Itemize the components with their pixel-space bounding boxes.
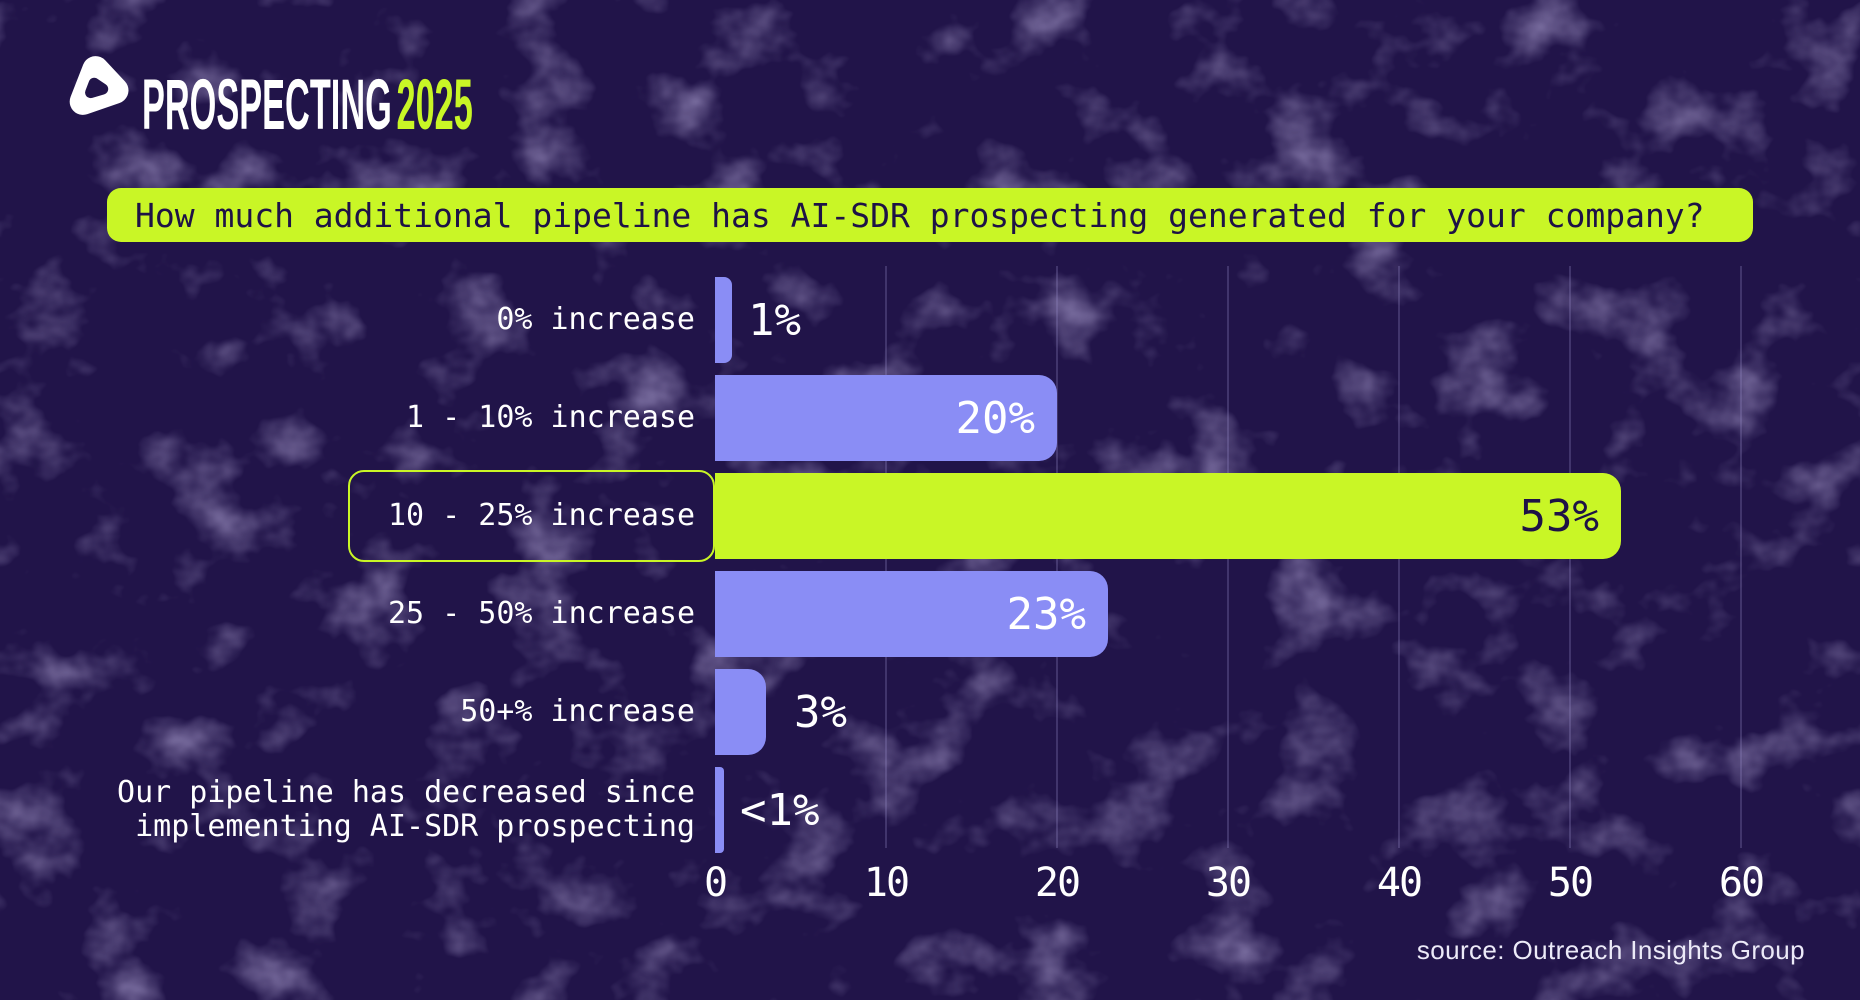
brand-header: PROSPECTING 2025 — [62, 52, 473, 145]
highlight-label-outline — [348, 470, 715, 562]
bar-53pct — [715, 473, 1621, 559]
wordmark-text: PROSPECTING — [142, 66, 392, 146]
category-label: 10 - 25% increase — [387, 498, 695, 533]
source-note: source: Outreach Insights Group — [1416, 935, 1805, 965]
wordmark-year: 2025 — [396, 66, 473, 146]
chart-row-6: Our pipeline has decreased since implemen… — [0, 767, 1860, 853]
category-label: 25 - 50% increase — [387, 596, 695, 631]
chart-title-pill: How much additional pipeline has AI-SDR … — [107, 188, 1753, 242]
gridline-x60 — [1740, 266, 1742, 848]
category-label: 50+% increase — [460, 694, 695, 729]
x-axis-tick-30: 30 — [1205, 860, 1252, 906]
bar-1pct — [715, 277, 732, 363]
chart-title: How much additional pipeline has AI-SDR … — [135, 196, 1705, 235]
chart-row-3: 10 - 25% increase 53% — [0, 473, 1860, 559]
bar-23pct — [715, 571, 1108, 657]
outreach-logo-icon — [69, 56, 129, 115]
chart-row-2: 1 - 10% increase 20% — [0, 375, 1860, 461]
bar-3pct — [715, 669, 766, 755]
category-label: 0% increase — [496, 302, 695, 337]
value-label: 3% — [794, 686, 847, 738]
wordmark: PROSPECTING 2025 — [142, 66, 473, 147]
x-axis-tick-10: 10 — [863, 860, 910, 906]
value-label: 23% — [1006, 588, 1086, 640]
chart-row-1: 0% increase 1% — [0, 277, 1860, 363]
category-label: 1 - 10% increase — [406, 400, 695, 435]
value-label: <1% — [740, 784, 820, 836]
value-label: 20% — [955, 392, 1035, 444]
x-axis-tick-50: 50 — [1547, 860, 1594, 906]
chart-row-5: 50+% increase 3% — [0, 669, 1860, 755]
x-axis-tick-20: 20 — [1034, 860, 1081, 906]
chart-row-4: 25 - 50% increase 23% — [0, 571, 1860, 657]
bar-1pct — [715, 767, 724, 853]
x-axis-tick-40: 40 — [1376, 860, 1423, 906]
category-label: Our pipeline has decreased since implemen… — [117, 775, 695, 844]
value-label: 1% — [748, 294, 801, 346]
bar-20pct — [715, 375, 1057, 461]
x-axis-tick-0: 0 — [703, 860, 728, 906]
x-axis-tick-60: 60 — [1718, 860, 1765, 906]
value-label: 53% — [1519, 490, 1599, 542]
